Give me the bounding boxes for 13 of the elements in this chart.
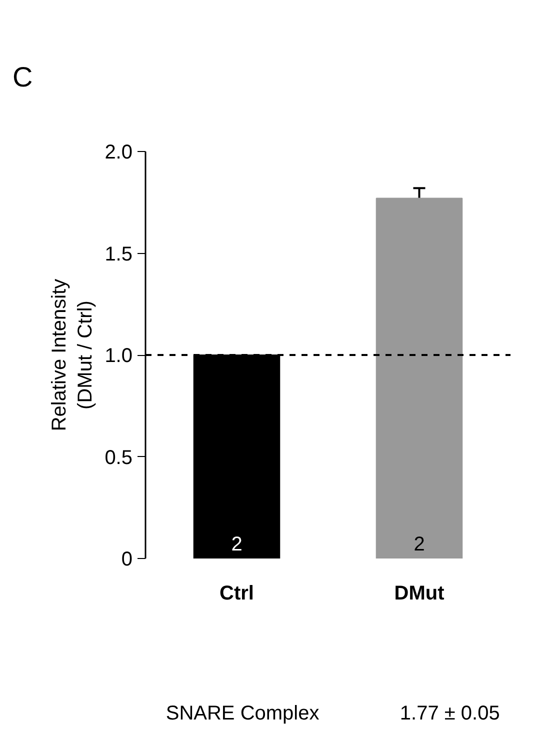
chart-title: C xyxy=(12,62,33,92)
y-axis-title: Relative Intensity (DMut / Ctrl) xyxy=(48,278,97,432)
y-tick-label: 0.5 xyxy=(104,446,133,469)
annotation: 2 xyxy=(414,534,425,556)
x-tick-label: DMut xyxy=(394,582,445,604)
annotation: 2 xyxy=(231,534,242,556)
y-tick-label: 1.5 xyxy=(104,243,133,266)
text: SNARE Complex xyxy=(166,702,320,724)
y-tick-label: 2.0 xyxy=(104,142,133,164)
x-tick-label: Ctrl xyxy=(220,582,254,604)
y-tick-label: 1.0 xyxy=(104,345,133,367)
y-tick-label: 0 xyxy=(121,548,132,570)
text: 1.77 ± 0.05 xyxy=(400,702,500,724)
